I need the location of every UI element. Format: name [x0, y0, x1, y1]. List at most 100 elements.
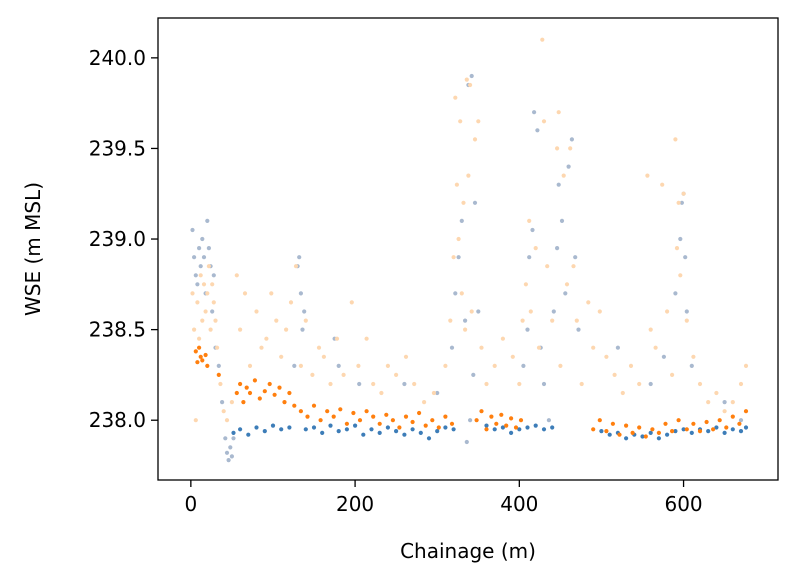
data-point-series-1-17 [377, 430, 382, 435]
data-point-series-2-41 [349, 300, 354, 305]
data-point-series-2-55 [453, 95, 458, 100]
plot-frame [157, 17, 779, 481]
data-point-series-2-60 [461, 200, 466, 205]
data-point-series-2-37 [321, 354, 326, 359]
data-point-series-0-34 [449, 345, 455, 350]
data-point-series-3-39 [410, 419, 415, 425]
y-tick-label: 239.5 [89, 136, 146, 160]
data-point-series-0-27 [302, 309, 307, 314]
data-point-series-1-19 [394, 429, 399, 434]
data-point-series-2-51 [431, 390, 436, 396]
data-point-series-2-5 [198, 273, 203, 278]
data-point-series-3-70 [684, 427, 689, 432]
data-point-series-2-10 [206, 264, 211, 269]
data-point-series-1-5 [270, 423, 276, 428]
data-point-series-2-85 [556, 110, 561, 115]
data-point-series-3-37 [397, 425, 402, 430]
data-point-series-0-57 [556, 182, 561, 187]
x-tick-label: 400 [500, 492, 538, 516]
data-point-series-3-73 [704, 419, 709, 425]
data-point-series-3-58 [604, 429, 609, 434]
data-point-series-3-29 [344, 421, 349, 426]
data-point-series-2-53 [448, 318, 453, 323]
data-point-series-1-37 [607, 432, 612, 437]
data-point-series-1-26 [451, 427, 456, 432]
data-point-series-3-57 [597, 418, 602, 423]
data-point-series-2-95 [597, 309, 602, 314]
data-point-series-1-18 [385, 425, 390, 430]
data-point-series-3-62 [630, 430, 635, 435]
data-point-series-2-66 [472, 137, 478, 142]
data-point-series-0-3 [195, 282, 200, 287]
data-point-series-1-50 [714, 425, 719, 430]
data-point-series-3-4 [200, 358, 205, 363]
data-point-series-3-45 [449, 421, 455, 426]
data-point-series-3-31 [357, 418, 363, 423]
data-point-series-0-9 [205, 218, 210, 223]
data-point-series-3-75 [717, 418, 722, 423]
data-point-series-0-75 [738, 418, 744, 423]
data-point-series-3-41 [423, 423, 428, 428]
data-point-series-2-6 [200, 318, 205, 323]
data-point-series-1-8 [303, 427, 308, 432]
data-point-series-2-18 [224, 418, 230, 423]
data-point-series-0-43 [476, 309, 481, 314]
data-point-series-1-34 [541, 427, 547, 432]
data-point-series-1-21 [410, 427, 415, 432]
data-point-series-2-111 [681, 191, 686, 196]
data-point-series-2-114 [697, 381, 703, 387]
data-point-series-3-49 [489, 414, 494, 419]
x-tick-label: 0 [184, 492, 197, 516]
data-point-series-0-74 [722, 400, 727, 405]
data-point-series-2-92 [579, 381, 584, 387]
y-tick-label: 240.0 [89, 46, 146, 70]
data-point-series-2-59 [459, 291, 464, 296]
data-point-series-1-13 [344, 427, 349, 432]
data-point-series-3-6 [205, 363, 210, 368]
data-point-series-3-65 [650, 427, 655, 432]
data-point-series-2-86 [558, 363, 563, 368]
data-point-series-0-68 [678, 236, 683, 242]
data-point-series-2-105 [665, 309, 670, 314]
data-point-series-1-35 [550, 425, 555, 430]
data-point-series-0-47 [525, 327, 530, 332]
data-point-series-3-15 [262, 389, 267, 394]
data-point-series-3-61 [624, 423, 629, 428]
data-point-series-2-38 [328, 381, 333, 387]
data-point-series-2-9 [205, 291, 210, 296]
data-point-series-2-115 [706, 400, 711, 405]
data-point-series-2-94 [591, 345, 596, 350]
data-point-series-2-8 [203, 309, 208, 314]
data-point-series-3-74 [711, 427, 716, 432]
data-point-series-2-74 [520, 318, 525, 323]
data-point-series-3-23 [305, 414, 310, 419]
data-point-series-2-19 [229, 400, 234, 405]
data-point-series-3-34 [377, 421, 382, 426]
data-point-series-0-15 [216, 363, 221, 368]
data-point-series-2-101 [645, 173, 650, 178]
y-tick-label: 238.5 [89, 318, 146, 342]
data-point-series-2-57 [456, 236, 461, 242]
data-point-series-2-34 [303, 318, 308, 323]
data-point-series-2-64 [468, 82, 473, 88]
data-point-series-0-65 [648, 381, 653, 387]
data-point-series-2-48 [403, 354, 409, 359]
x-axis-label: Chainage (m) [400, 539, 536, 563]
data-point-series-3-33 [371, 414, 376, 419]
data-point-series-1-25 [443, 425, 448, 430]
data-point-series-0-22 [231, 436, 236, 441]
data-point-series-0-66 [661, 354, 667, 359]
data-point-series-0-37 [459, 218, 464, 223]
data-point-series-3-55 [518, 418, 524, 423]
y-tick-label: 239.0 [89, 227, 146, 251]
data-point-series-3-19 [282, 400, 287, 405]
data-point-series-0-10 [206, 246, 211, 251]
data-point-series-2-28 [274, 318, 279, 323]
data-point-series-3-54 [513, 425, 519, 430]
data-point-series-2-35 [310, 372, 315, 377]
data-point-series-1-14 [353, 423, 358, 428]
data-point-series-2-72 [510, 354, 515, 359]
data-point-series-2-4 [197, 336, 202, 341]
data-point-series-2-63 [466, 173, 471, 178]
data-point-series-2-71 [500, 336, 505, 341]
